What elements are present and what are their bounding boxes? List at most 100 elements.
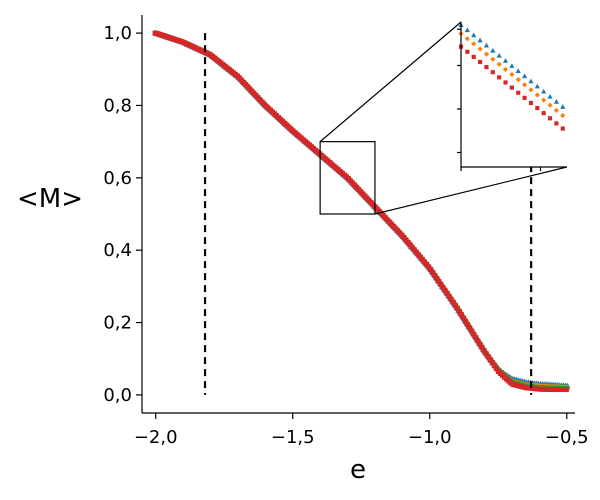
inset-data-point [522,82,528,88]
inset-data-point [547,116,553,121]
data-point [465,322,471,328]
data-point [452,302,458,308]
inset-data-point [477,37,483,43]
data-point [432,272,438,278]
inset-data-point [490,56,496,62]
data-point [477,341,483,347]
inset-data-point [497,75,502,80]
inset-data-point [547,93,553,99]
inset-data-point [483,51,490,57]
data-point [491,363,497,369]
inset-data-point [547,102,553,108]
series-4 [152,30,569,393]
inset-data-point [528,78,534,84]
inset-data-point [560,112,566,119]
inset-data-point [534,83,540,89]
data-point [448,296,454,302]
inset-data-point [528,87,534,93]
inset-data-point [516,90,521,95]
x-tick-label: −1,0 [408,427,452,448]
inset-data-point [522,73,528,79]
data-point [436,278,442,284]
data-point [481,348,487,354]
inset-data-point [509,63,515,68]
data-point [434,275,440,281]
y-tick-label: 0,2 [103,313,132,334]
data-point [485,354,491,360]
inset-data-point [490,70,495,75]
data-point [440,284,446,290]
inset-data-point [509,71,515,78]
inset-data-point [503,80,508,85]
x-tick-label: −2,0 [134,427,178,448]
zoom-connector-line [319,21,462,143]
y-tick-label: 0,8 [103,95,132,116]
data-point [473,335,479,341]
y-tick-label: 1,0 [103,23,132,44]
data-point [460,315,467,321]
data-point [456,308,462,315]
data-point [483,351,489,357]
inset-data-point [515,77,521,83]
inset-data-point [560,126,565,131]
inset-data-point [490,47,496,53]
inset-data-point [502,58,509,63]
data-point [487,357,493,363]
inset-data-point [541,111,546,116]
x-tick-label: −0,5 [545,427,589,448]
inset-data-point [477,46,483,52]
inset-data-point [502,66,509,73]
data-point [493,366,499,372]
inset-data-point [535,105,540,111]
inset-data-point [515,68,521,74]
inset-background [461,22,567,167]
inset-data-point [464,27,470,33]
data-point [471,331,477,337]
data-point [462,318,469,324]
inset-data-point [528,100,534,106]
data-point [430,269,436,276]
inset-data-point [484,65,489,70]
zoom-connector-line [374,166,568,215]
y-axis-title: <M> [17,184,83,214]
inset-plot-area [319,21,568,215]
inset-data-point [471,54,476,59]
inset-data-point [471,41,477,47]
y-tick-label: 0,0 [103,385,132,406]
inset-data-point [541,97,547,103]
inset-data-point [509,85,514,90]
data-point [446,293,452,299]
inset-data-point [496,53,502,58]
data-point [428,266,434,273]
data-point [425,264,432,270]
inset-data-point [522,95,527,100]
data-point [489,360,495,366]
data-point [454,305,460,311]
data-point [442,287,448,293]
inset-data-point [478,59,483,65]
data-point [467,325,473,331]
data-point [563,386,569,393]
inset-data-point [553,107,559,113]
data-point [475,338,481,344]
inset-series-1 [458,22,566,109]
main-plot-area: −2,0 −1,5 −1,0 −0,5 0,0 0,2 0,4 0,6 0,8 1,0 [103,15,589,448]
inset-data-point [553,99,559,104]
data-point [444,290,450,296]
inset-data-point [496,61,502,67]
inset-data-point [554,121,559,126]
data-point [438,281,444,287]
data-point [450,299,456,305]
data-point [458,312,464,318]
y-tick-label: 0,4 [103,240,132,261]
inset-data-point [465,49,470,54]
inset-data-point [483,42,490,48]
x-tick-label: −1,5 [271,427,315,448]
inset-data-point [560,104,566,109]
inset-data-point [534,92,540,98]
y-tick-label: 0,6 [103,168,132,189]
x-axis-title: e [350,455,366,485]
inset-data-point [464,36,470,42]
zoom-region-box [319,141,376,215]
